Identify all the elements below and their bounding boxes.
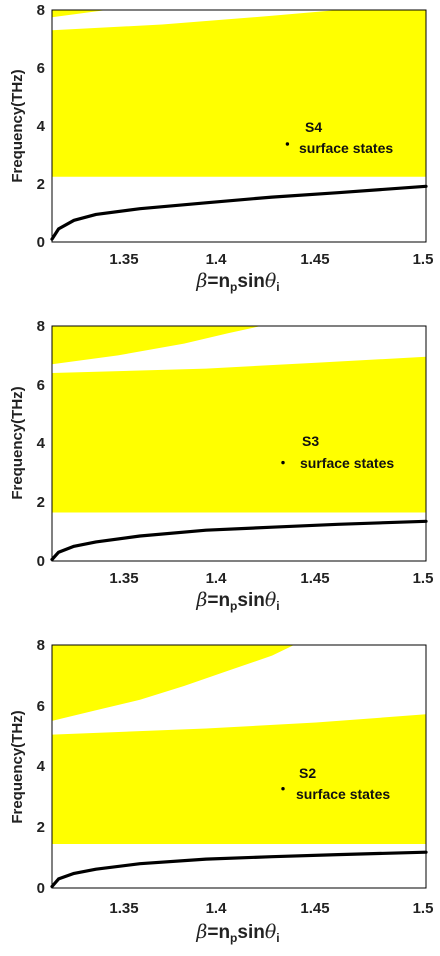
bulk-band-region (52, 10, 107, 18)
bulk-band-region (52, 356, 426, 513)
y-tick: 0 (37, 880, 45, 897)
annotation-marker (281, 460, 285, 465)
panel-s3: 0 2 4 6 8 1.35 1.4 1.45 1.5 Frequency(TH… (9, 318, 433, 613)
y-tick: 2 (37, 819, 45, 836)
bands-s4 (52, 10, 426, 177)
annotation-subtitle: surface states (300, 455, 394, 471)
x-tick: 1.45 (300, 251, 329, 268)
y-axis-label: Frequency(THz) (9, 710, 26, 823)
panel-s2: 0 2 4 6 8 1.35 1.4 1.45 1.5 Frequency(TH… (9, 637, 433, 945)
x-ticks: 1.35 1.4 1.45 1.5 (109, 251, 433, 268)
x-tick: 1.4 (206, 900, 228, 917)
annotation-subtitle: surface states (299, 140, 393, 156)
y-axis-label: Frequency(THz) (9, 69, 26, 182)
x-tick: 1.5 (413, 251, 434, 268)
x-tick: 1.45 (300, 570, 329, 587)
annotation-title: S4 (305, 119, 322, 135)
annotation-marker (285, 142, 290, 146)
y-tick: 4 (37, 758, 46, 775)
y-tick: 2 (37, 176, 45, 193)
x-axis-label: β=npsinθi (195, 270, 279, 294)
bands-s3 (52, 326, 426, 513)
y-axis-label: Frequency(THz) (9, 386, 26, 499)
surface-state-curve-s4 (50, 184, 428, 241)
surface-state-curve-s3 (50, 519, 428, 562)
panel-s4: 0 2 4 6 8 1.35 1.4 1.45 1.5 Frequency(TH… (9, 2, 433, 294)
x-tick: 1.45 (300, 900, 329, 917)
y-tick: 2 (37, 494, 45, 511)
y-tick: 4 (37, 118, 46, 135)
bulk-band-region (52, 714, 426, 844)
y-ticks: 0 2 4 6 8 (37, 318, 46, 570)
x-axis-label: β=npsinθi (195, 921, 279, 945)
x-tick: 1.4 (206, 251, 228, 268)
y-tick: 8 (37, 2, 45, 19)
plot-frame (51, 9, 427, 243)
surface-state-curve-s2 (50, 850, 428, 889)
x-tick: 1.4 (206, 570, 228, 587)
x-tick: 1.35 (109, 570, 138, 587)
x-axis-label: β=npsinθi (195, 589, 279, 613)
annotation-title: S2 (299, 765, 316, 781)
annotation-title: S3 (302, 433, 319, 449)
bulk-band-region (52, 645, 294, 721)
x-tick: 1.35 (109, 251, 138, 268)
y-ticks: 0 2 4 6 8 (37, 2, 46, 251)
bulk-band-region (52, 10, 426, 177)
x-ticks: 1.35 1.4 1.45 1.5 (109, 900, 433, 917)
plot-frame (51, 644, 427, 889)
annotation-marker (281, 787, 285, 791)
y-tick: 8 (37, 318, 45, 335)
plot-frame (51, 325, 427, 562)
y-tick: 4 (37, 435, 46, 452)
y-tick: 8 (37, 637, 45, 654)
y-tick: 0 (37, 553, 45, 570)
x-ticks: 1.35 1.4 1.45 1.5 (109, 570, 433, 587)
x-tick: 1.5 (413, 570, 434, 587)
y-tick: 6 (37, 60, 45, 77)
x-tick: 1.35 (109, 900, 138, 917)
bands-s2 (52, 645, 426, 844)
bulk-band-region (52, 326, 261, 365)
y-ticks: 0 2 4 6 8 (37, 637, 46, 897)
x-tick: 1.5 (413, 900, 434, 917)
y-tick: 6 (37, 377, 45, 394)
y-tick: 0 (37, 234, 45, 251)
annotation-subtitle: surface states (296, 786, 390, 802)
y-tick: 6 (37, 698, 45, 715)
